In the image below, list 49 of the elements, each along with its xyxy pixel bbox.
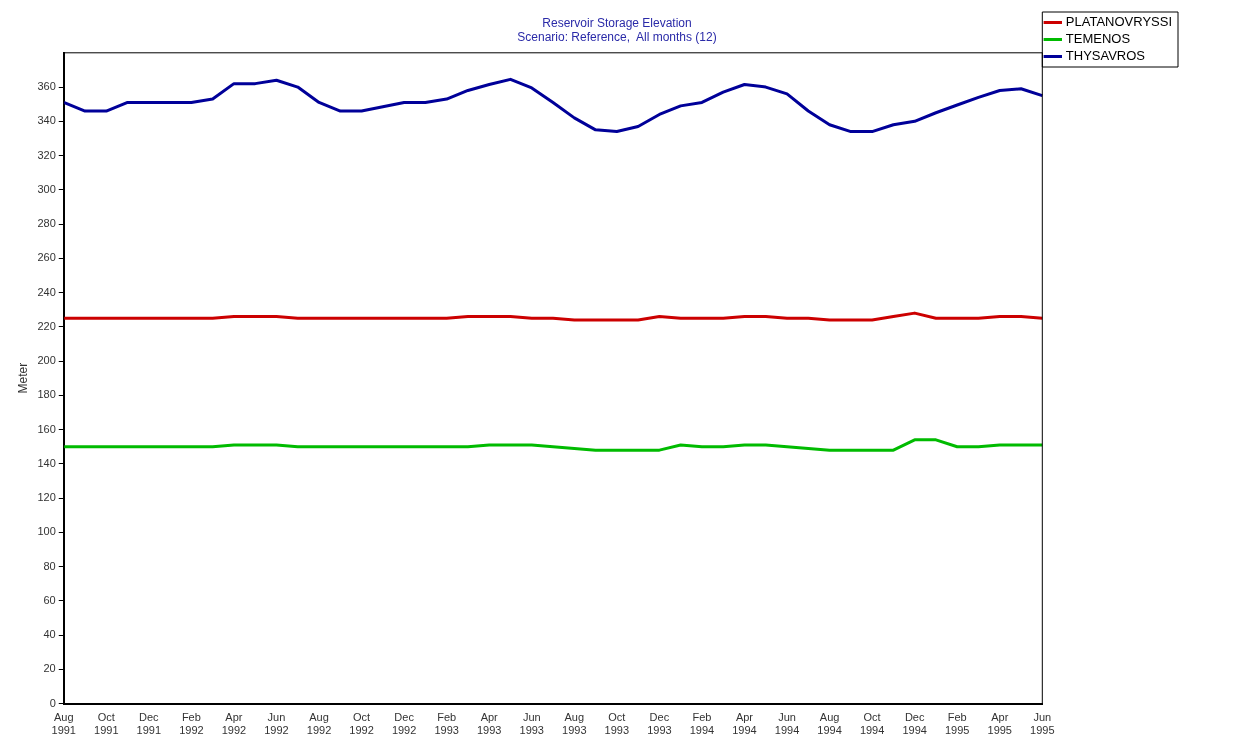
x-tick-label: Oct 1994	[859, 711, 885, 737]
y-tick-label: 160	[37, 422, 56, 435]
x-tick-label: Feb 1995	[944, 711, 970, 737]
y-tick-label: 360	[37, 80, 56, 93]
x-tick-label: Jun 1993	[519, 711, 544, 737]
y-axis-title: Meter	[15, 362, 30, 394]
x-tick-label: Dec 1994	[902, 711, 927, 737]
chart-title: Reservoir Storage Elevation	[542, 15, 692, 30]
x-tick-label: Dec 1992	[391, 711, 417, 737]
chart-subtitle: Scenario: Reference, All months (12)	[517, 29, 717, 44]
x-tick-label: Apr 1995	[987, 711, 1012, 737]
x-tick-label: Jun 1992	[264, 711, 289, 737]
x-tick-label: Feb 1994	[689, 711, 715, 737]
x-tick-label: Aug 1993	[562, 711, 587, 737]
x-tick-label: Feb 1993	[434, 711, 459, 737]
x-tick-label: Aug 1991	[51, 711, 76, 737]
y-tick-label: 300	[37, 182, 56, 195]
legend-label: THYSAVROS	[1065, 48, 1146, 64]
x-tick-label: Dec 1991	[136, 711, 162, 737]
x-tick-label: Oct 1992	[349, 711, 374, 737]
y-tick-label: 0	[49, 696, 56, 709]
x-tick-label: Aug 1994	[817, 711, 842, 737]
y-tick-label: 280	[37, 217, 56, 230]
x-tick-label: Aug 1992	[306, 711, 332, 737]
y-tick-label: 260	[37, 251, 56, 264]
x-tick-label: Feb 1992	[179, 711, 204, 737]
legend-label: TEMENOS	[1065, 31, 1131, 47]
y-tick-label: 20	[43, 662, 56, 675]
y-tick-label: 180	[37, 388, 56, 401]
x-tick-label: Jun 1994	[774, 711, 800, 737]
x-tick-label: Apr 1994	[732, 711, 757, 737]
x-tick-label: Dec 1993	[647, 711, 672, 737]
y-tick-label: 80	[43, 559, 56, 572]
x-tick-label: Oct 1993	[604, 711, 630, 737]
y-tick-label: 40	[43, 628, 56, 641]
y-tick-label: 240	[37, 285, 56, 298]
x-tick-label: Oct 1991	[94, 711, 119, 737]
y-tick-label: 100	[37, 525, 56, 538]
y-tick-label: 60	[43, 593, 56, 606]
y-tick-label: 200	[37, 354, 56, 367]
y-tick-label: 220	[37, 319, 56, 332]
x-tick-label: Apr 1992	[221, 711, 247, 737]
y-tick-label: 140	[37, 456, 56, 469]
x-tick-label: Apr 1993	[476, 711, 502, 737]
legend-label: PLATANOVRYSSI	[1065, 14, 1172, 30]
y-tick-label: 340	[37, 114, 56, 127]
y-tick-label: 120	[37, 491, 56, 504]
y-tick-label: 320	[37, 148, 56, 161]
x-tick-label: Jun 1995	[1030, 711, 1055, 737]
